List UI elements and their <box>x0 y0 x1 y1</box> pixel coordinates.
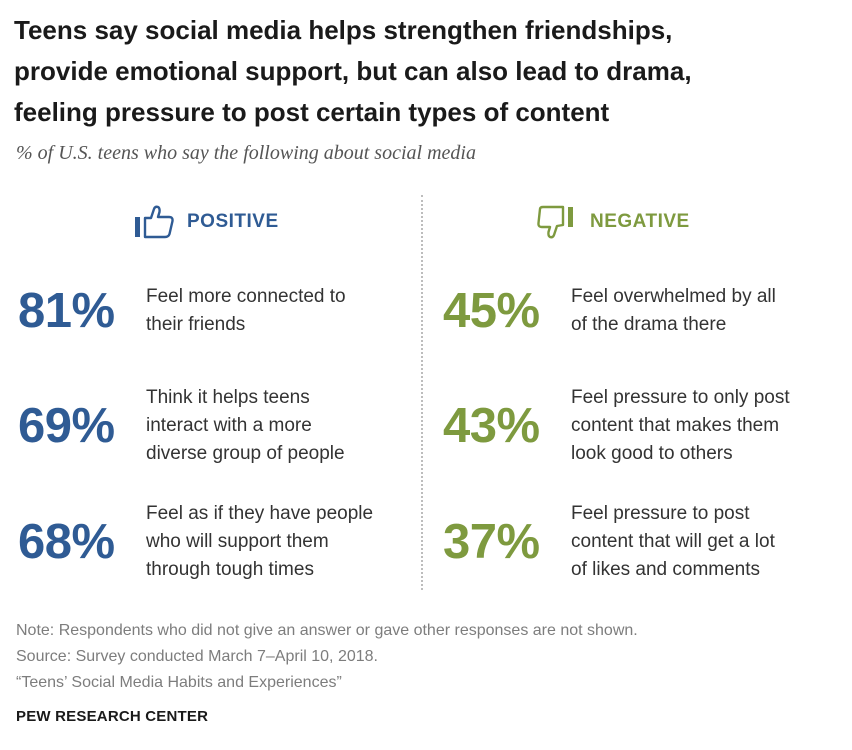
negative-stat: 43% Feel pressure to only post content t… <box>443 381 790 471</box>
desc-line: diverse group of people <box>146 443 345 464</box>
stat-value: 45% <box>443 284 540 338</box>
desc-line: Feel more connected to <box>146 286 346 307</box>
stat-value: 43% <box>443 399 540 453</box>
desc-line: Feel pressure to only post <box>571 387 790 408</box>
stat-description: Feel overwhelmed by all of the drama the… <box>571 283 776 339</box>
desc-line: of likes and comments <box>571 559 761 580</box>
positive-label: POSITIVE <box>187 211 279 232</box>
desc-line: Feel as if they have people <box>146 503 374 524</box>
desc-line: interact with a more <box>146 415 312 436</box>
chart-subtitle: % of U.S. teens who say the following ab… <box>16 142 476 164</box>
negative-label: NEGATIVE <box>590 211 690 232</box>
desc-line: content that makes them <box>571 415 780 436</box>
stat-description: Feel more connected to their friends <box>146 283 346 339</box>
positive-stat: 68% Feel as if they have people who will… <box>18 497 373 587</box>
title-line: provide emotional support, but can also … <box>14 56 692 86</box>
desc-line: content that will get a lot <box>571 531 775 552</box>
negative-stat: 37% Feel pressure to post content that w… <box>443 497 775 587</box>
negative-header: NEGATIVE <box>536 202 690 242</box>
stat-description: Feel pressure to post content that will … <box>571 500 775 584</box>
desc-line: Feel pressure to post <box>571 503 750 524</box>
source-line: Source: Survey conducted March 7–April 1… <box>16 648 378 665</box>
desc-line: look good to others <box>571 443 733 464</box>
thumbs-up-icon <box>135 205 174 239</box>
negative-stat: 45% Feel overwhelmed by all of the drama… <box>443 266 776 356</box>
brand-logo-text: PEW RESEARCH CENTER <box>16 708 209 725</box>
desc-line: of the drama there <box>571 314 727 335</box>
desc-line: who will support them <box>146 531 329 552</box>
desc-line: Think it helps teens <box>146 387 310 408</box>
report-title-line: “Teens’ Social Media Habits and Experien… <box>16 674 342 691</box>
desc-line: their friends <box>146 314 246 335</box>
note-line: Note: Respondents who did not give an an… <box>16 622 638 639</box>
positive-stat: 69% Think it helps teens interact with a… <box>18 381 345 471</box>
stat-description: Think it helps teens interact with a mor… <box>146 384 345 468</box>
stat-description: Feel pressure to only post content that … <box>571 384 790 468</box>
stat-value: 68% <box>18 515 115 569</box>
positive-header: POSITIVE <box>133 202 279 242</box>
desc-line: through tough times <box>146 559 314 580</box>
title-line: feeling pressure to post certain types o… <box>14 97 610 127</box>
stat-description: Feel as if they have people who will sup… <box>146 500 373 584</box>
thumbs-down-icon <box>537 205 573 239</box>
stat-value: 69% <box>18 399 115 453</box>
title-line: Teens say social media helps strengthen … <box>14 15 673 45</box>
stat-value: 37% <box>443 515 540 569</box>
chart-title: Teens say social media helps strengthen … <box>14 10 844 133</box>
positive-stat: 81% Feel more connected to their friends <box>18 266 346 356</box>
desc-line: Feel overwhelmed by all <box>571 286 776 307</box>
footnotes: Note: Respondents who did not give an an… <box>16 618 638 696</box>
column-divider <box>421 195 423 590</box>
stat-value: 81% <box>18 284 115 338</box>
